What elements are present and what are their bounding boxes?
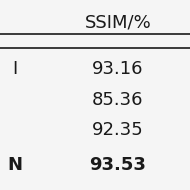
Text: 93.16: 93.16 [92,60,144,78]
Text: N: N [8,156,23,174]
Text: 85.36: 85.36 [92,91,144,109]
Text: I: I [13,60,18,78]
Text: SSIM/%: SSIM/% [84,14,151,32]
Text: 92.35: 92.35 [92,121,144,139]
Text: 93.53: 93.53 [89,156,146,174]
